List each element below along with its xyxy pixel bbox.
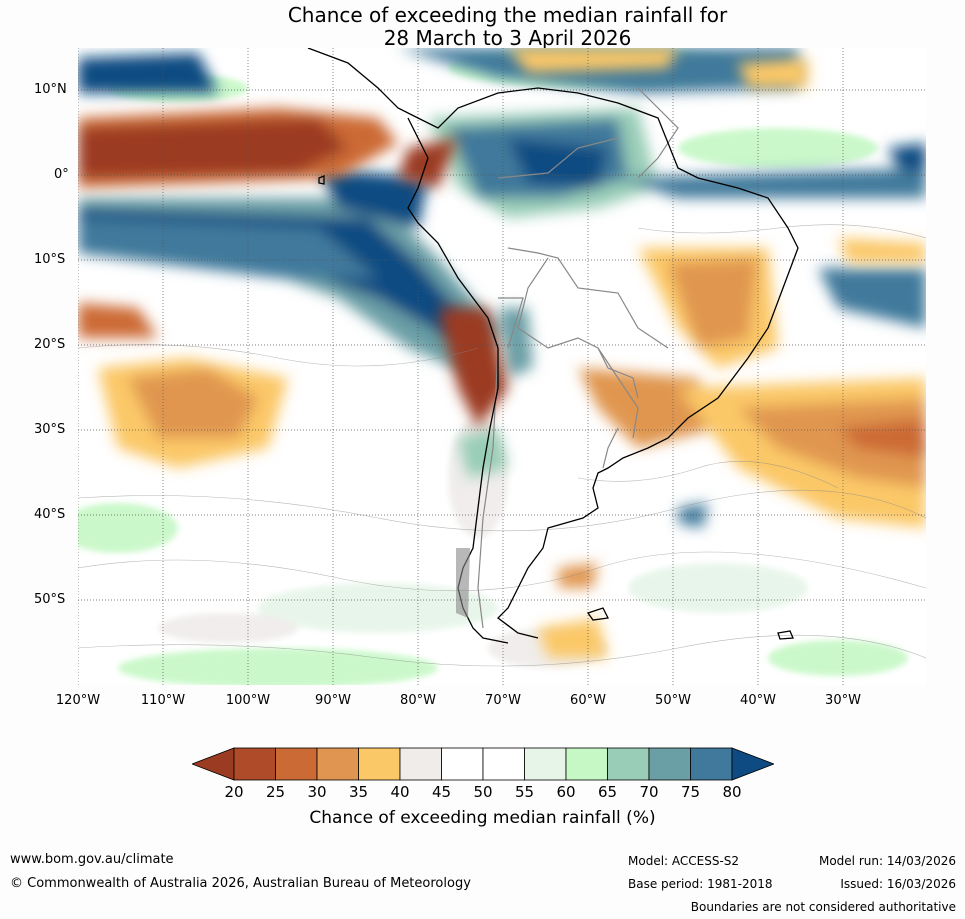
lon-label-120w: 120°W [55,693,101,708]
map-canvas [78,48,926,685]
colorbar-segment-55-60 [524,747,567,781]
colorbar-tick-55: 55 [514,783,535,801]
lon-label-70w: 70°W [485,693,521,708]
dry-anomalies [78,48,926,658]
graticule [78,48,926,685]
website-link[interactable]: www.bom.gov.au/climate [10,852,174,867]
lat-label-30s: 30°S [34,422,66,437]
colorbar-tick-75: 75 [680,783,701,801]
colorbar-tick-20: 20 [224,783,244,801]
colorbar-arrow-low [192,747,235,781]
map-title: Chance of exceeding the median rainfall … [0,4,965,50]
copyright-text: © Commonwealth of Australia 2026, Austra… [10,876,471,891]
colorbar-segment-70-75 [648,747,691,781]
lon-label-60w: 60°W [570,693,606,708]
colorbar-segment-45-50 [441,747,484,781]
lat-label-10n: 10°N [34,82,67,97]
chilean-fjords [456,548,470,618]
colorbar-tick-60: 60 [556,783,576,801]
lat-label-10s: 10°S [34,252,66,267]
colorbar-tick-35: 35 [348,783,369,801]
colorbar-tick-70: 70 [639,783,659,801]
colorbar-tick-65: 65 [597,783,618,801]
title-line-1: Chance of exceeding the median rainfall … [287,3,728,27]
colorbar-segment-35-40 [358,747,401,781]
colorbar-segment-30-35 [316,747,359,781]
colorbar-segment-25-30 [275,747,318,781]
model-run-date: Model run: 14/03/2026 [818,854,956,868]
colorbar-label: Chance of exceeding median rainfall (%) [309,808,656,828]
lon-label-80w: 80°W [400,693,436,708]
lat-label-20s: 20°S [34,337,66,352]
lat-label-40s: 40°S [34,507,66,522]
base-period: Base period: 1981-2018 [628,877,773,891]
colorbar-segment-40-45 [399,747,442,781]
lat-label-50s: 50°S [34,592,66,607]
colorbar-segment-60-65 [565,747,608,781]
lon-label-100w: 100°W [225,693,271,708]
colorbar-segment-65-70 [607,747,650,781]
lat-label-0: 0° [54,167,69,182]
colorbar-segment-20-25 [233,747,276,781]
colorbar-tick-45: 45 [431,783,452,801]
model-name: Model: ACCESS-S2 [628,854,740,868]
lon-label-110w: 110°W [140,693,186,708]
wet-anomalies [78,48,926,528]
colorbar-tick-40: 40 [390,783,410,801]
boundaries-disclaimer: Boundaries are not considered authoritat… [690,900,956,914]
colorbar-tick-30: 30 [307,783,327,801]
title-line-2: 28 March to 3 April 2026 [383,26,632,50]
colorbar [192,747,774,781]
colorbar-segment-75-80 [690,747,733,781]
lon-label-40w: 40°W [740,693,776,708]
lon-label-90w: 90°W [315,693,351,708]
contour-lines [78,224,926,667]
colorbar-tick-50: 50 [473,783,493,801]
issued-date: Issued: 16/03/2026 [840,877,956,891]
colorbar-tick-80: 80 [722,783,742,801]
lon-label-30w: 30°W [825,693,861,708]
colorbar-segment-50-55 [482,747,525,781]
colorbar-arrow-high [731,747,774,781]
colorbar-tick-25: 25 [265,783,286,801]
rainfall-map [78,48,926,685]
lon-label-50w: 50°W [655,693,691,708]
